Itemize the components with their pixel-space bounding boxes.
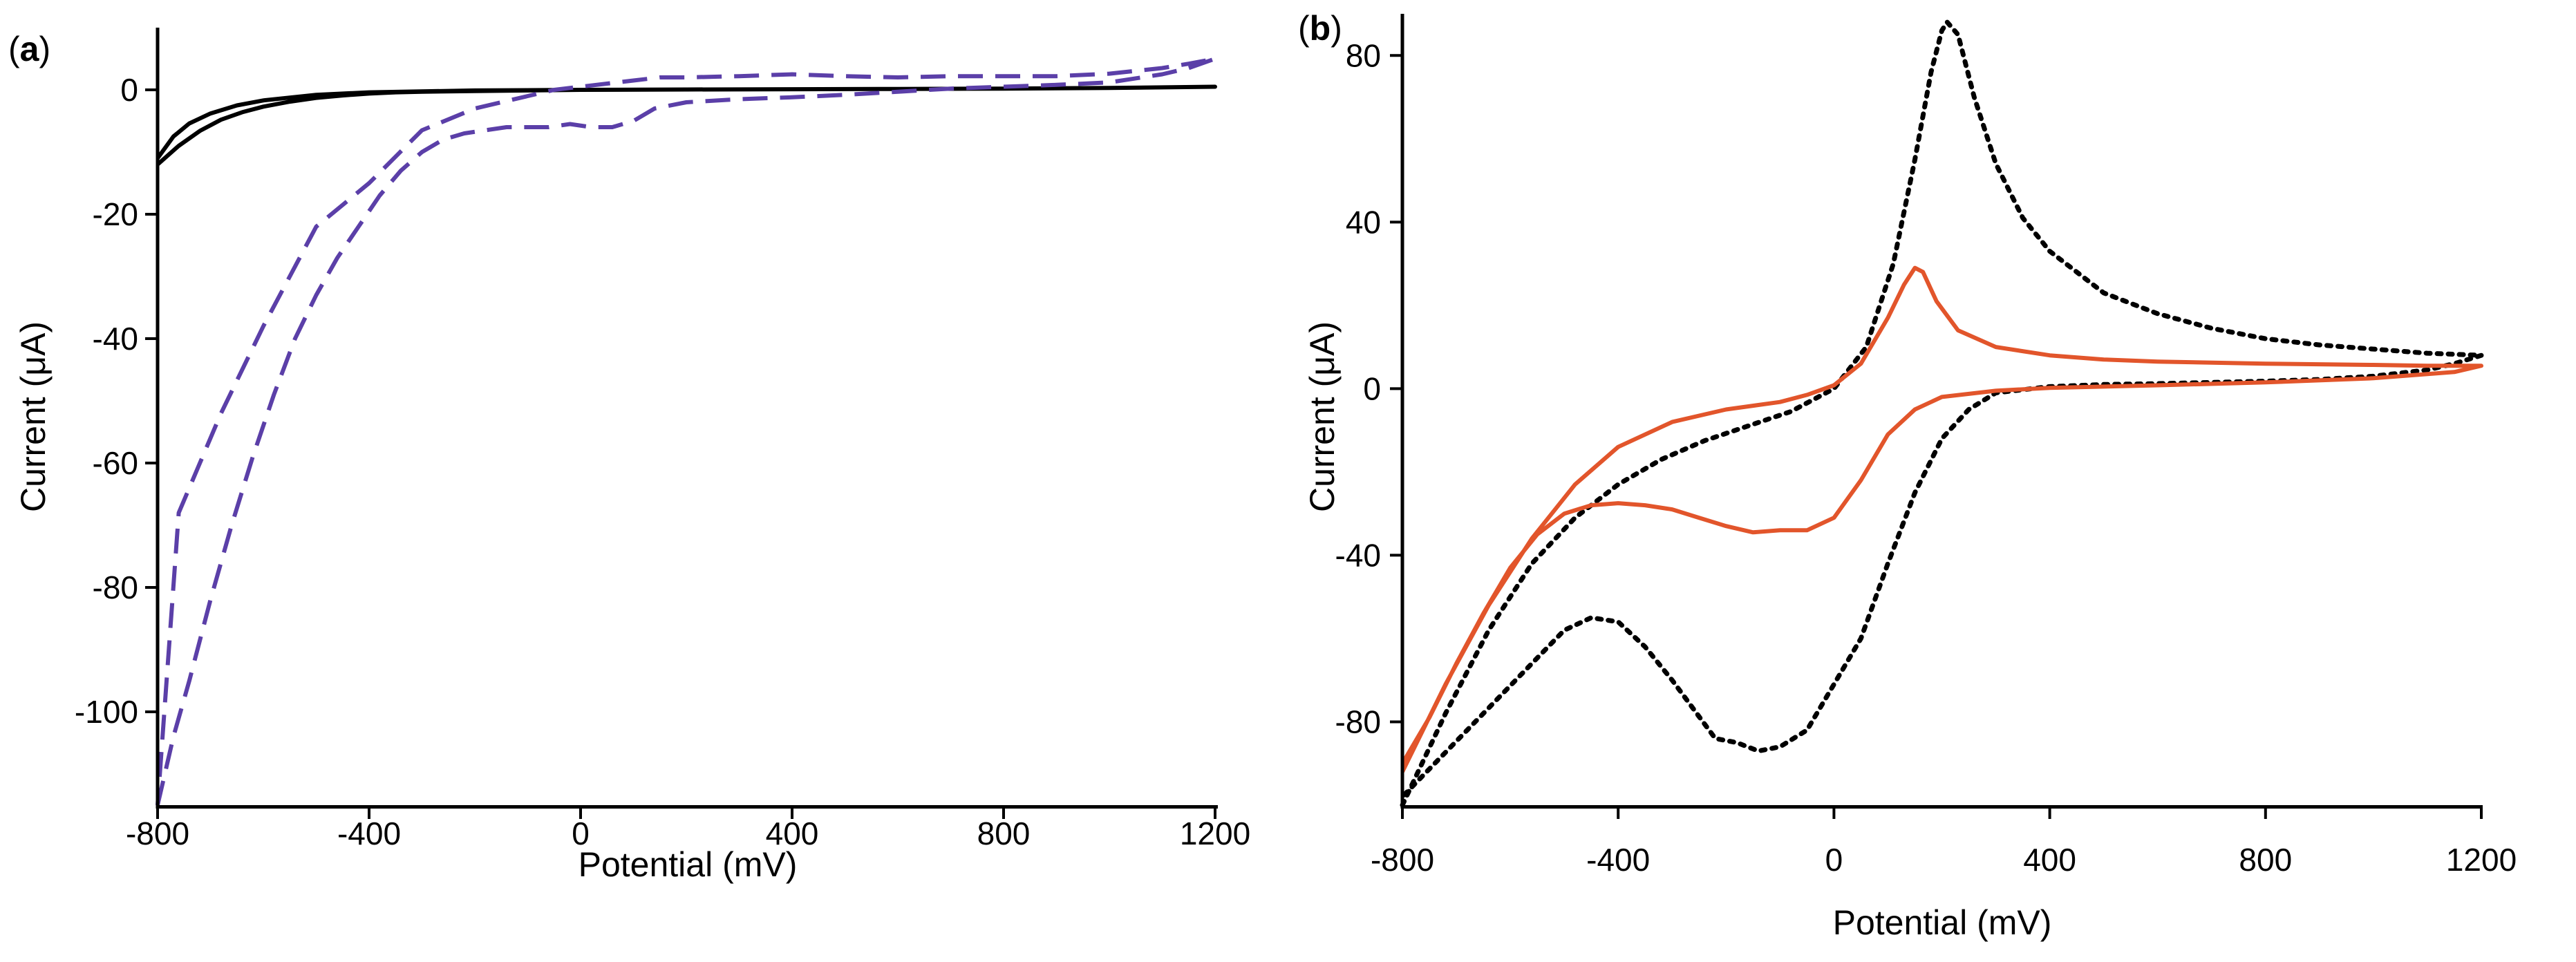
panel-b-x-tick-label: 800: [2239, 842, 2292, 878]
panel-a-x-tick-label: 0: [572, 815, 590, 851]
panel-b-x-tick-label: -400: [1586, 842, 1650, 878]
panel-a-y-tick-label: -100: [75, 694, 138, 730]
panel-a-x-tick-label: 1200: [1180, 815, 1250, 851]
panel-a-y-tick-label: -80: [93, 569, 138, 605]
panel-b-y-axis-title: Current (μA): [1303, 321, 1342, 512]
panel-b-x-axis-title: Potential (mV): [1833, 903, 2052, 942]
panel-b-series-red-solid: [1400, 265, 2483, 773]
panel-a-y-tick-label: -40: [93, 321, 138, 357]
panel-a-x-tick-label: 400: [766, 815, 819, 851]
panel-b-x-tick-label: 0: [1825, 842, 1843, 878]
panel-b-y-tick-label: -40: [1335, 537, 1381, 573]
panel-b-x-tick-label: 400: [2023, 842, 2076, 878]
panel-b-label: (b): [1298, 9, 1342, 48]
panel-a-y-tick-label: 0: [120, 72, 138, 108]
panel-a-y-axis-title: Current (μA): [14, 321, 53, 512]
panel-a-series-black-solid: [156, 84, 1217, 167]
panel-a-y-tick-label: -60: [93, 445, 138, 481]
panel-a: (a) -800 -400 0 400 800 1200 0 -20 -40 -60 -80 -100…: [8, 28, 1250, 884]
panel-a-x-axis-title: Potential (mV): [579, 845, 798, 884]
panel-b-y-tick-label: -80: [1335, 704, 1381, 739]
panel-a-series-purple-dashed: [156, 57, 1217, 806]
panel-a-label: (a): [8, 30, 50, 68]
panel-a-ticks: -800 -400 0 400 800 1200 0 -20 -40 -60 -80 -100: [75, 72, 1250, 851]
panel-a-y-tick-label: -20: [93, 196, 138, 232]
panel-a-series-group: [156, 57, 1217, 806]
panel-b-x-tick-label: -800: [1371, 842, 1434, 878]
panel-b-x-tick-label: 1200: [2446, 842, 2517, 878]
panel-a-x-tick-label: 800: [977, 815, 1031, 851]
panel-b-y-tick-label: 40: [1346, 204, 1381, 240]
panel-b-series-group: [1400, 19, 2484, 808]
panel-a-x-tick-label: -800: [126, 815, 189, 851]
panel-a-x-tick-label: -400: [337, 815, 401, 851]
panel-b-y-tick-label: 80: [1346, 37, 1381, 73]
panel-b-series-black-dotted: [1400, 19, 2484, 808]
panel-b-y-tick-label: 0: [1363, 370, 1381, 406]
